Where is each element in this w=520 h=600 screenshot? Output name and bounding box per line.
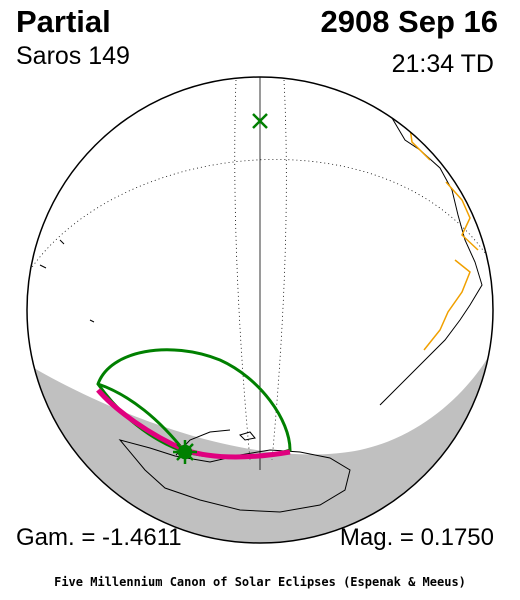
coastline-south-georgia	[239, 431, 256, 441]
night-shade	[27, 335, 493, 543]
saros-number: Saros 149	[16, 42, 130, 70]
coastline-antarctica	[118, 439, 351, 513]
eclipse-date: 2908 Sep 16	[320, 4, 498, 39]
credit-line: Five Millennium Canon of Solar Eclipses …	[54, 575, 466, 589]
meridian-dotted-east	[271, 79, 287, 461]
coastline-north-america	[317, 77, 483, 406]
equator-line	[29, 159, 491, 271]
x-icon	[252, 113, 268, 129]
magnitude-value: Mag. = 0.1750	[339, 524, 494, 551]
coastline-islands-west	[39, 94, 159, 323]
eclipse-time: 21:34 TD	[391, 50, 494, 78]
star-icon	[173, 440, 197, 464]
eclipse-limit-inner	[97, 382, 187, 453]
border-central-america	[445, 181, 479, 251]
gamma-value: Gam. = -1.4611	[16, 524, 182, 551]
meridian-dotted-west	[234, 79, 251, 461]
border-south-america	[423, 259, 471, 351]
globe-outline	[26, 76, 494, 544]
eclipse-limit-curve	[96, 348, 292, 459]
eclipse-type-title: Partial	[16, 4, 111, 39]
